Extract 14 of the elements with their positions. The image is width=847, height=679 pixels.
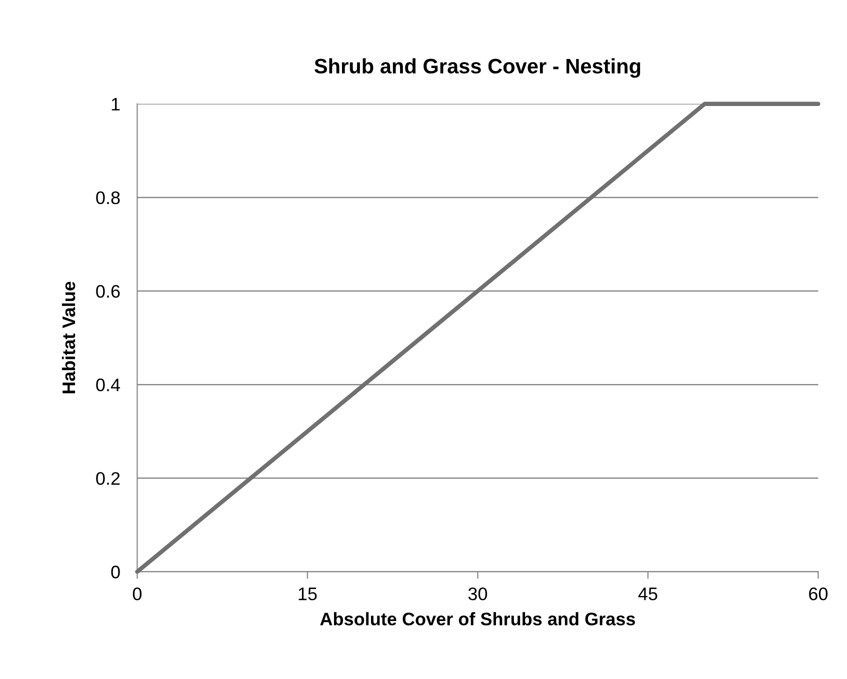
x-tick-label: 45 xyxy=(638,588,658,600)
y-axis-title: Habitat Value xyxy=(62,282,76,394)
x-tick-label: 60 xyxy=(809,587,828,600)
y-tick-label: 0.8 xyxy=(96,191,120,204)
x-tick-label: 0 xyxy=(132,587,142,600)
y-tick-label: 1 xyxy=(112,98,120,110)
y-tick-label: 0 xyxy=(111,566,120,578)
chart-title: Shrub and Grass Cover - Nesting xyxy=(314,58,640,78)
y-tick-label: 0.2 xyxy=(96,472,120,485)
x-tick-label: 30 xyxy=(468,587,488,600)
y-tick-label: 0.4 xyxy=(96,378,120,392)
x-axis-title: Absolute Cover of Shrubs and Grass xyxy=(320,612,635,626)
y-tick-label: 0.6 xyxy=(96,284,120,298)
x-tick-label: 15 xyxy=(298,588,317,600)
